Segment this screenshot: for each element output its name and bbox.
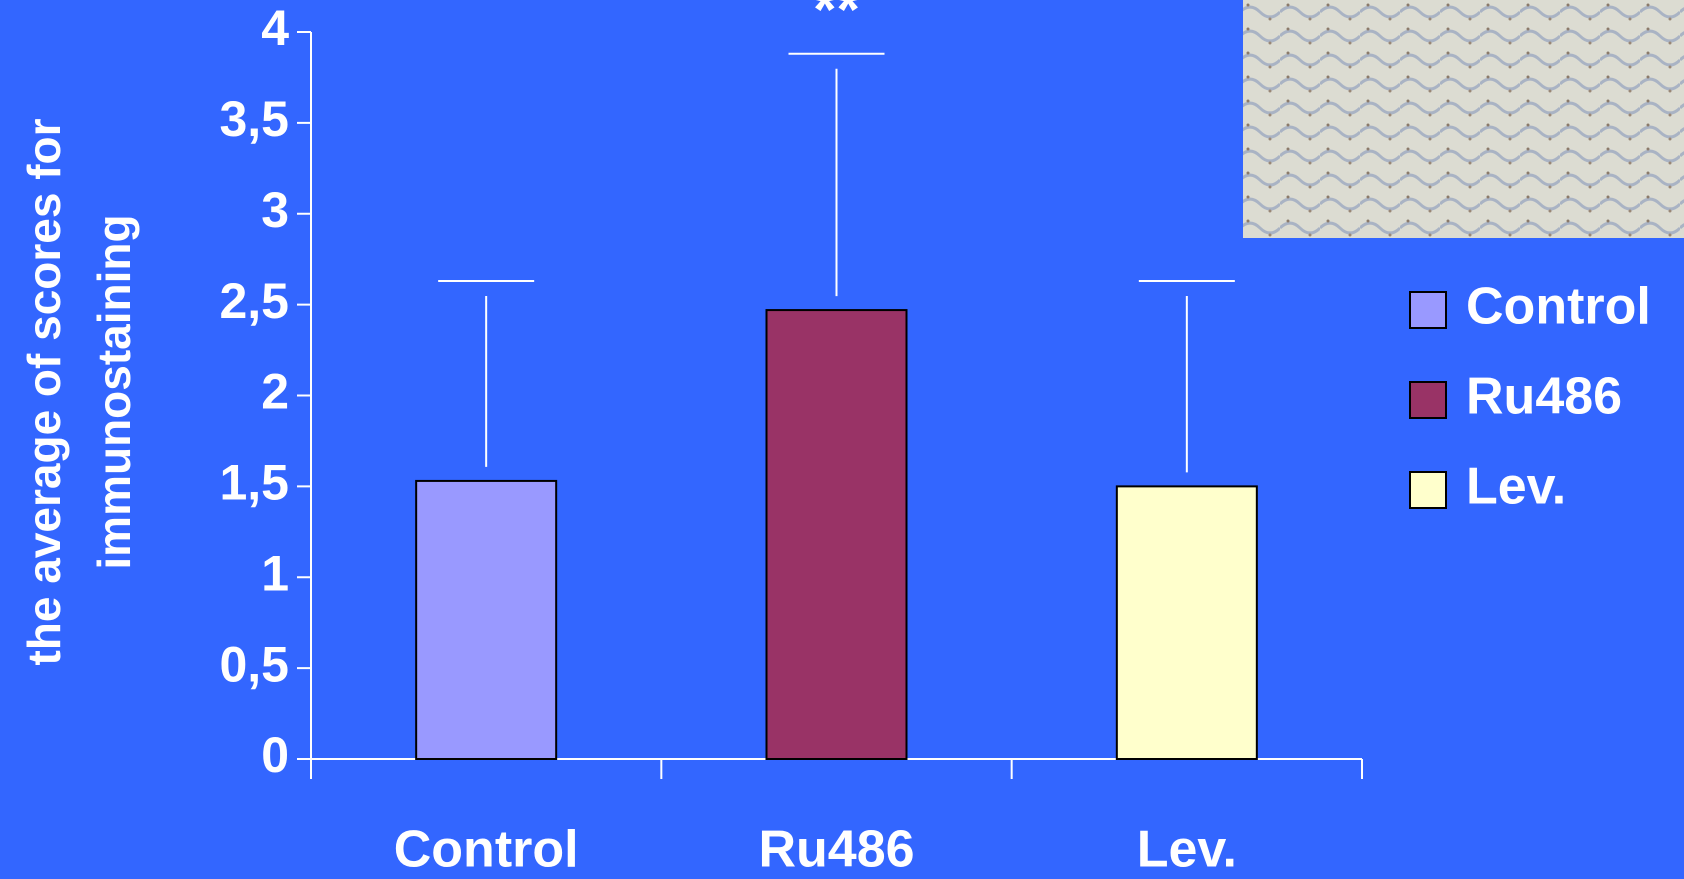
x-tick-label: Ru486 bbox=[758, 821, 914, 879]
y-tick-label: 3 bbox=[261, 182, 289, 238]
y-tick-label: 1 bbox=[261, 545, 289, 601]
y-tick-label: 2 bbox=[261, 364, 289, 420]
y-tick-label: 0 bbox=[261, 727, 289, 783]
legend-label: Control bbox=[1466, 278, 1651, 336]
bar bbox=[767, 310, 907, 759]
inset-micrograph bbox=[1243, 0, 1684, 238]
y-tick-label: 1,5 bbox=[219, 455, 289, 511]
x-tick-label: Control bbox=[394, 821, 579, 879]
legend-label: Ru486 bbox=[1466, 368, 1622, 426]
bar bbox=[1117, 486, 1257, 759]
y-tick-label: 0,5 bbox=[219, 636, 289, 692]
legend-swatch bbox=[1410, 292, 1446, 328]
y-axis-label: the average of scores for bbox=[18, 118, 70, 665]
legend-swatch bbox=[1410, 472, 1446, 508]
bar bbox=[416, 481, 556, 759]
y-tick-label: 2,5 bbox=[219, 273, 289, 329]
chart: the average of scores for immunostaining… bbox=[0, 0, 1684, 879]
y-tick-label: 3,5 bbox=[219, 91, 289, 147]
legend-label: Lev. bbox=[1466, 458, 1566, 516]
x-tick-label: Lev. bbox=[1137, 821, 1237, 879]
legend-swatch bbox=[1410, 382, 1446, 418]
y-tick-label: 4 bbox=[261, 0, 289, 56]
y-axis-label: immunostaining bbox=[88, 214, 140, 569]
annotation: ** bbox=[813, 0, 860, 43]
